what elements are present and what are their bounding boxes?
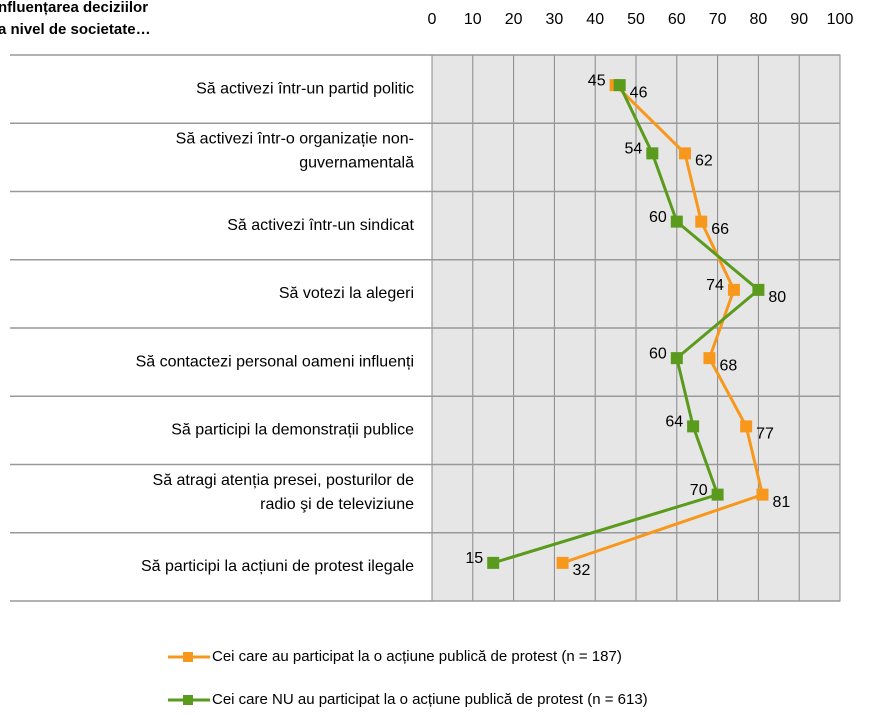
data-label: 60 <box>649 345 667 362</box>
x-tick-label: 0 <box>428 11 437 28</box>
category-label: Să participi la acțiuni de protest ilega… <box>141 558 414 575</box>
data-label: 62 <box>695 153 713 170</box>
chart-title: nfluențarea deciziilor <box>0 0 148 16</box>
marker <box>703 352 716 365</box>
data-label: 64 <box>665 414 683 431</box>
x-tick-label: 20 <box>505 11 523 28</box>
marker <box>752 283 765 296</box>
marker <box>487 556 500 569</box>
data-label: 60 <box>649 209 667 226</box>
marker <box>556 556 569 569</box>
data-label: 70 <box>690 482 708 499</box>
category-label: Să activezi într-un sindicat <box>227 217 414 234</box>
series-line <box>492 84 761 565</box>
legend-label: Cei care NU au participat la o acțiune p… <box>212 691 648 708</box>
category-label: guvernamentală <box>299 155 414 172</box>
series-line <box>562 84 765 565</box>
marker <box>687 420 700 433</box>
data-label: 32 <box>573 562 591 579</box>
category-label: Să participi la demonstrații publice <box>171 422 414 439</box>
data-label: 66 <box>711 221 729 238</box>
data-label: 15 <box>465 550 483 567</box>
legend-label: Cei care au participat la o acțiune publ… <box>212 648 622 665</box>
marker <box>646 147 659 160</box>
marker <box>740 420 753 433</box>
x-tick-label: 70 <box>709 11 727 28</box>
data-label: 45 <box>588 72 606 89</box>
marker <box>613 79 626 92</box>
category-label: Să atragi atenția presei, posturilor de <box>153 472 415 489</box>
data-label: 77 <box>756 426 774 443</box>
x-tick-label: 90 <box>790 11 808 28</box>
marker <box>678 147 691 160</box>
data-label: 74 <box>706 277 724 294</box>
data-label: 80 <box>768 289 786 306</box>
marker <box>756 488 769 501</box>
x-tick-label: 100 <box>827 11 854 28</box>
chart-title: a nivel de societate… <box>0 21 151 38</box>
marker <box>670 352 683 365</box>
legend-marker <box>183 652 193 662</box>
data-label: 68 <box>719 357 737 374</box>
marker <box>670 215 683 228</box>
legend-marker <box>183 695 193 705</box>
x-tick-label: 50 <box>627 11 645 28</box>
category-label: Să activezi într-o organizație non- <box>176 131 414 148</box>
data-label: 54 <box>625 141 643 158</box>
x-tick-label: 10 <box>464 11 482 28</box>
marker <box>695 215 708 228</box>
x-tick-label: 80 <box>750 11 768 28</box>
category-label: Să activezi într-un partid politic <box>196 80 414 97</box>
data-label: 81 <box>772 494 790 511</box>
marker <box>727 283 740 296</box>
category-label: Să votezi la alegeri <box>279 285 414 302</box>
x-tick-label: 40 <box>586 11 604 28</box>
marker <box>711 488 724 501</box>
category-label: radio şi de televiziune <box>260 496 414 513</box>
data-label: 46 <box>630 84 648 101</box>
x-tick-label: 60 <box>668 11 686 28</box>
category-label: Să contactezi personal oameni influenți <box>136 353 414 370</box>
x-tick-label: 30 <box>546 11 564 28</box>
